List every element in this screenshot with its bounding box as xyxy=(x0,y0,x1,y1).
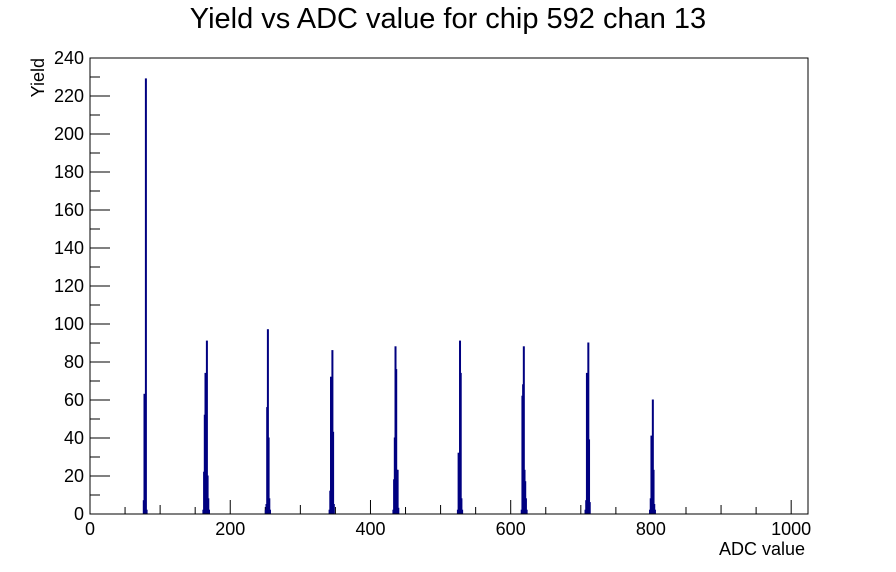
histogram-bin xyxy=(396,469,399,515)
y-tick-label: 60 xyxy=(64,390,84,410)
histogram-bin xyxy=(144,78,147,515)
histogram-bars xyxy=(142,78,656,515)
plot-frame xyxy=(89,57,809,515)
histogram-bin xyxy=(332,504,335,515)
histogram-bin xyxy=(207,509,210,515)
y-tick-label: 220 xyxy=(54,86,84,106)
histogram-bin xyxy=(269,509,271,515)
x-tick-label: 1000 xyxy=(771,519,811,539)
y-tick-label: 140 xyxy=(54,238,84,258)
histogram-bin xyxy=(653,509,656,515)
histogram-bin xyxy=(145,509,148,515)
y-tick-label: 20 xyxy=(64,466,84,486)
y-tick-label: 100 xyxy=(54,314,84,334)
x-tick-label: 400 xyxy=(355,519,385,539)
histogram-bin xyxy=(588,502,591,515)
y-tick-label: 40 xyxy=(64,428,84,448)
y-tick-label: 180 xyxy=(54,162,84,182)
x-axis-label: ADC value xyxy=(719,539,805,559)
axis-ticks: 0 200 400 600 800 1000 0 20 40 60 80 100 120 140 160 18… xyxy=(54,48,811,539)
y-tick-label: 120 xyxy=(54,276,84,296)
y-axis-label: Yield xyxy=(28,58,48,97)
histogram-bin xyxy=(461,509,464,515)
histogram-bin xyxy=(397,507,400,515)
x-tick-label: 800 xyxy=(636,519,666,539)
y-tick-label: 160 xyxy=(54,200,84,220)
histogram-bin xyxy=(459,372,462,515)
y-tick-label: 80 xyxy=(64,352,84,372)
y-tick-label: 0 xyxy=(74,504,84,524)
histogram-bin xyxy=(332,431,335,515)
x-tick-label: 200 xyxy=(215,519,245,539)
x-tick-label: 600 xyxy=(496,519,526,539)
x-tick-label: 0 xyxy=(85,519,95,539)
y-tick-label: 240 xyxy=(54,48,84,68)
histogram-bin xyxy=(525,509,528,515)
y-tick-label: 200 xyxy=(54,124,84,144)
chart-title: Yield vs ADC value for chip 592 chan 13 xyxy=(190,3,706,35)
